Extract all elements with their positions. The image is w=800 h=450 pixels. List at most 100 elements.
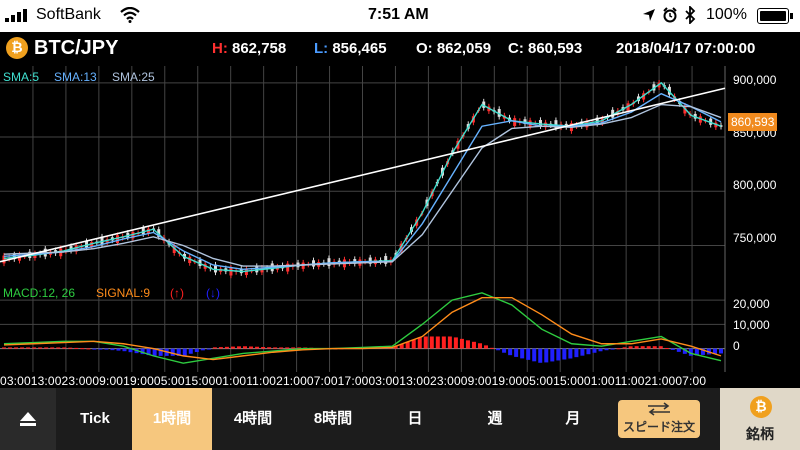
macd-histogram-bar xyxy=(417,337,422,349)
legend-up: (↑) xyxy=(170,286,184,300)
macd-histogram-bar xyxy=(182,348,187,356)
sma-line-13 xyxy=(3,92,722,271)
carrier-label: SoftBank xyxy=(36,6,101,23)
brand-button[interactable]: ₿ 銘柄 xyxy=(720,388,800,450)
candle xyxy=(513,118,517,126)
high-price: H: 862,758 xyxy=(212,40,287,57)
symbol-header: ₿ BTC/JPY H: 862,758 L: 856,465 O: 862,0… xyxy=(0,32,800,66)
macd-chart[interactable] xyxy=(0,284,800,372)
macd-histogram-bar xyxy=(279,347,284,349)
location-icon xyxy=(643,9,655,21)
candle xyxy=(698,116,702,123)
macd-histogram-bar xyxy=(544,348,549,363)
bitcoin-icon[interactable]: ₿ xyxy=(6,37,28,59)
macd-histogram-bar xyxy=(411,339,416,349)
macd-histogram-bar xyxy=(152,348,157,356)
candle xyxy=(115,235,119,243)
tab-1h[interactable]: 1時間 xyxy=(132,388,212,450)
macd-histogram-bar xyxy=(556,348,561,361)
legend-sma25: SMA:25 xyxy=(112,70,155,84)
eject-icon xyxy=(20,412,36,427)
tab-month[interactable]: 月 xyxy=(565,410,581,427)
candle xyxy=(213,264,217,273)
signal-icon xyxy=(5,8,29,22)
trend-line xyxy=(0,87,726,263)
time-axis: 03:0013:0023:0009:0019:0005:0015:0001:00… xyxy=(0,372,735,388)
macd-histogram-bar xyxy=(170,348,175,356)
tab-tick[interactable]: Tick xyxy=(80,410,110,427)
macd-histogram-bar xyxy=(291,347,296,349)
macd-histogram-bar xyxy=(610,348,615,350)
candle xyxy=(229,267,233,276)
macd-histogram-bar xyxy=(110,348,115,351)
candle xyxy=(198,259,202,266)
macd-histogram-bar xyxy=(200,348,205,351)
macd-histogram-bar xyxy=(712,348,717,354)
macd-histogram-bar xyxy=(8,347,13,349)
macd-histogram-bar xyxy=(14,347,19,349)
macd-histogram-bar xyxy=(20,347,25,349)
macd-histogram-bar xyxy=(261,346,266,349)
sma-line-25 xyxy=(3,103,722,267)
candle xyxy=(141,227,145,235)
price-chart[interactable] xyxy=(0,66,800,284)
macd-histogram-bar xyxy=(255,346,260,349)
macd-histogram-bar xyxy=(273,347,278,349)
macd-histogram-bar xyxy=(538,348,543,363)
price-axis-label: 750,000 xyxy=(733,231,777,245)
macd-axis-label: 0 xyxy=(733,339,740,353)
macd-histogram-bar xyxy=(622,347,627,349)
macd-histogram-bar xyxy=(206,348,211,350)
macd-histogram-bar xyxy=(68,347,73,349)
macd-histogram-bar xyxy=(490,347,495,349)
macd-histogram-bar xyxy=(405,341,410,349)
macd-axis-label: 10,000 xyxy=(733,318,770,332)
tab-day[interactable]: 日 xyxy=(407,410,423,427)
macd-histogram-bar xyxy=(56,347,61,349)
legend-signal: SIGNAL:9 xyxy=(96,286,151,300)
macd-histogram-bar xyxy=(176,348,181,356)
macd-histogram-bar xyxy=(646,346,651,349)
eject-button[interactable] xyxy=(0,388,56,450)
macd-histogram-bar xyxy=(128,348,133,353)
candle xyxy=(554,120,558,128)
price-axis-label: 900,000 xyxy=(733,73,777,87)
macd-histogram-bar xyxy=(465,340,470,349)
wifi-icon xyxy=(120,7,140,23)
price-axis-label: 800,000 xyxy=(733,178,777,192)
candle xyxy=(368,257,372,264)
macd-histogram-bar xyxy=(640,346,645,349)
legend-sma5: SMA:5 xyxy=(3,70,40,84)
tab-4h[interactable]: 4時間 xyxy=(233,410,273,427)
tab-week[interactable]: 週 xyxy=(487,410,503,427)
macd-histogram-bar xyxy=(592,348,597,353)
macd-histogram-bar xyxy=(218,347,223,349)
candle xyxy=(131,232,135,239)
swap-arrows-icon xyxy=(648,402,670,416)
speed-order-label: スピード注文 xyxy=(622,420,695,434)
macd-histogram-bar xyxy=(441,336,446,349)
macd-histogram-bar xyxy=(532,348,537,362)
candle xyxy=(286,263,290,272)
symbol-title[interactable]: BTC/JPY xyxy=(34,37,119,59)
macd-histogram-bar xyxy=(38,347,43,349)
macd-histogram-bar xyxy=(194,348,199,353)
candle xyxy=(157,229,161,238)
speed-order-button[interactable]: スピード注文 xyxy=(618,400,700,438)
tab-8h[interactable]: 8時間 xyxy=(313,410,353,427)
macd-histogram-bar xyxy=(664,347,669,349)
macd-histogram-bar xyxy=(98,348,103,350)
candle xyxy=(626,103,630,112)
macd-histogram-bar xyxy=(230,346,235,349)
candle xyxy=(538,119,542,127)
macd-histogram-bar xyxy=(92,348,97,350)
macd-histogram-bar xyxy=(477,343,482,349)
legend-down: (↓) xyxy=(206,286,220,300)
status-bar: SoftBank 7:51 AM 100% xyxy=(0,0,800,32)
macd-histogram-bar xyxy=(423,336,428,349)
battery-percent: 100% xyxy=(706,6,747,23)
legend-macd: MACD:12, 26 xyxy=(3,286,76,300)
macd-histogram-bar xyxy=(74,347,79,349)
candle xyxy=(74,245,78,252)
candle xyxy=(100,236,104,245)
